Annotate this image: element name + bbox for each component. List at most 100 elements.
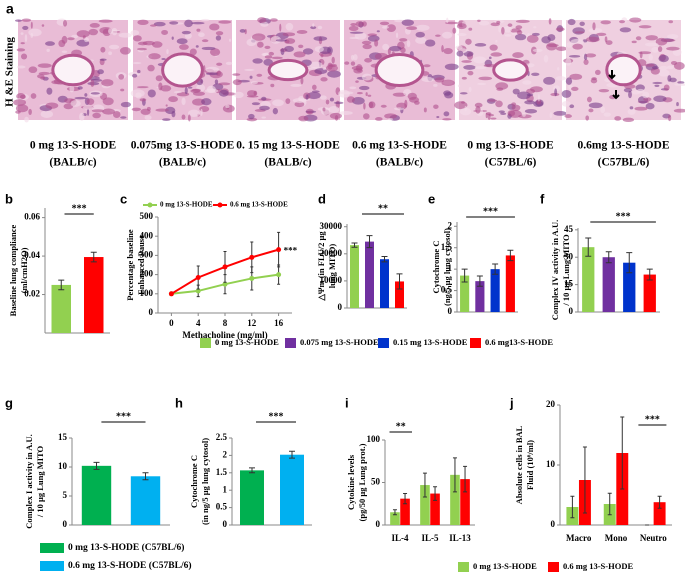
y-tick-label: 50 xyxy=(371,477,381,487)
tissue-speck xyxy=(218,20,232,24)
y-tick-label: 1 xyxy=(448,263,453,273)
tissue-speck xyxy=(663,39,676,42)
tissue-speck xyxy=(463,50,474,57)
tissue-speck xyxy=(382,25,389,29)
legend-label: 0 mg 13-S-HODE xyxy=(473,561,537,571)
tissue-speck xyxy=(261,116,267,119)
legend-label: 0 mg 13-S-HODE xyxy=(215,337,279,347)
tissue-speck xyxy=(74,96,87,100)
tissue-speck xyxy=(317,25,323,30)
significance-label: *** xyxy=(269,411,284,422)
y-tick-label: 500 xyxy=(140,211,154,221)
tissue-speck xyxy=(218,89,229,97)
tissue-speck xyxy=(24,34,28,43)
tissue-speck xyxy=(322,67,327,71)
tissue-speck xyxy=(555,76,566,81)
bar xyxy=(81,465,112,525)
y-tick-label: 400 xyxy=(140,230,154,240)
panel-letter: c xyxy=(120,191,127,206)
x-tick-label: 12 xyxy=(247,318,257,328)
tissue-speck xyxy=(536,99,542,105)
tissue-speck xyxy=(79,112,85,121)
tissue-speck xyxy=(225,104,230,109)
y-axis-label: Cytochrome C xyxy=(431,241,441,294)
tissue-speck xyxy=(455,45,463,50)
tissue-speck xyxy=(252,58,263,64)
tissue-speck xyxy=(84,37,89,43)
tissue-speck xyxy=(147,89,156,98)
tissue-speck xyxy=(515,25,523,30)
tissue-speck xyxy=(280,48,285,56)
tissue-speck xyxy=(356,91,363,95)
error-bar xyxy=(452,457,457,493)
tissue-speck xyxy=(28,28,42,37)
tissue-speck xyxy=(171,36,174,40)
tissue-speck xyxy=(663,84,670,91)
tissue-speck xyxy=(61,50,68,53)
bar xyxy=(643,274,656,312)
tissue-speck xyxy=(380,104,387,108)
bar xyxy=(365,241,374,308)
tissue-speck xyxy=(349,36,360,40)
y-axis-label: / 10 µg Lung MITO xyxy=(561,234,571,307)
tissue-speck xyxy=(569,73,583,80)
error-bar xyxy=(396,273,403,290)
y-tick-label: 45 xyxy=(564,224,574,234)
tissue-speck xyxy=(473,56,487,64)
tissue-speck xyxy=(673,108,685,113)
panel-letter: j xyxy=(509,395,514,410)
tissue-speck xyxy=(349,86,357,90)
y-axis-label: Cytokine levels xyxy=(346,454,356,510)
tissue-speck xyxy=(348,25,359,32)
tissue-speck xyxy=(604,36,608,43)
tissue-speck xyxy=(496,20,501,25)
tissue-speck xyxy=(631,40,637,44)
y-tick-label: 1 xyxy=(223,484,228,494)
significance-label: *** xyxy=(616,211,631,222)
tissue-speck xyxy=(622,117,635,123)
tissue-speck xyxy=(443,47,453,55)
significance-label: ** xyxy=(378,203,388,214)
tissue-speck xyxy=(353,54,358,61)
tissue-speck xyxy=(102,97,114,106)
tissue-speck xyxy=(118,74,125,80)
panel-letter: i xyxy=(345,395,349,410)
tissue-speck xyxy=(588,102,603,109)
error-bar xyxy=(607,492,612,516)
tissue-speck xyxy=(334,101,344,105)
bar xyxy=(390,512,400,525)
tissue-speck xyxy=(21,18,32,22)
tissue-speck xyxy=(209,23,220,31)
tissue-speck xyxy=(642,91,650,99)
y-tick-label: 0 xyxy=(149,307,154,317)
error-bar xyxy=(626,252,633,274)
tissue-speck xyxy=(184,19,193,28)
tissue-speck xyxy=(433,104,439,109)
tissue-speck xyxy=(465,38,472,45)
tissue-speck xyxy=(97,69,104,75)
tissue-speck xyxy=(524,109,538,114)
tissue-speck xyxy=(375,117,383,121)
tissue-speck xyxy=(533,26,537,29)
tissue-speck xyxy=(232,79,242,86)
tissue-speck xyxy=(351,96,365,105)
panel-letter: h xyxy=(175,395,183,410)
tissue-speck xyxy=(112,111,121,119)
tissue-speck xyxy=(108,44,120,50)
tissue-speck xyxy=(62,20,68,27)
tissue-speck xyxy=(434,77,445,83)
y-axis-label: Complex I activity in A.U. xyxy=(24,434,34,528)
tissue-speck xyxy=(209,48,221,56)
tissue-speck xyxy=(507,110,516,117)
tissue-speck xyxy=(516,30,523,35)
tissue-speck xyxy=(201,46,216,51)
tissue-speck xyxy=(298,115,309,122)
tissue-speck xyxy=(629,106,634,110)
tissue-speck xyxy=(249,75,253,79)
bar xyxy=(475,281,485,312)
tissue-speck xyxy=(498,110,505,114)
bar xyxy=(450,474,460,525)
tissue-speck xyxy=(349,31,364,34)
tissue-speck xyxy=(435,34,441,37)
tissue-speck xyxy=(547,34,556,41)
